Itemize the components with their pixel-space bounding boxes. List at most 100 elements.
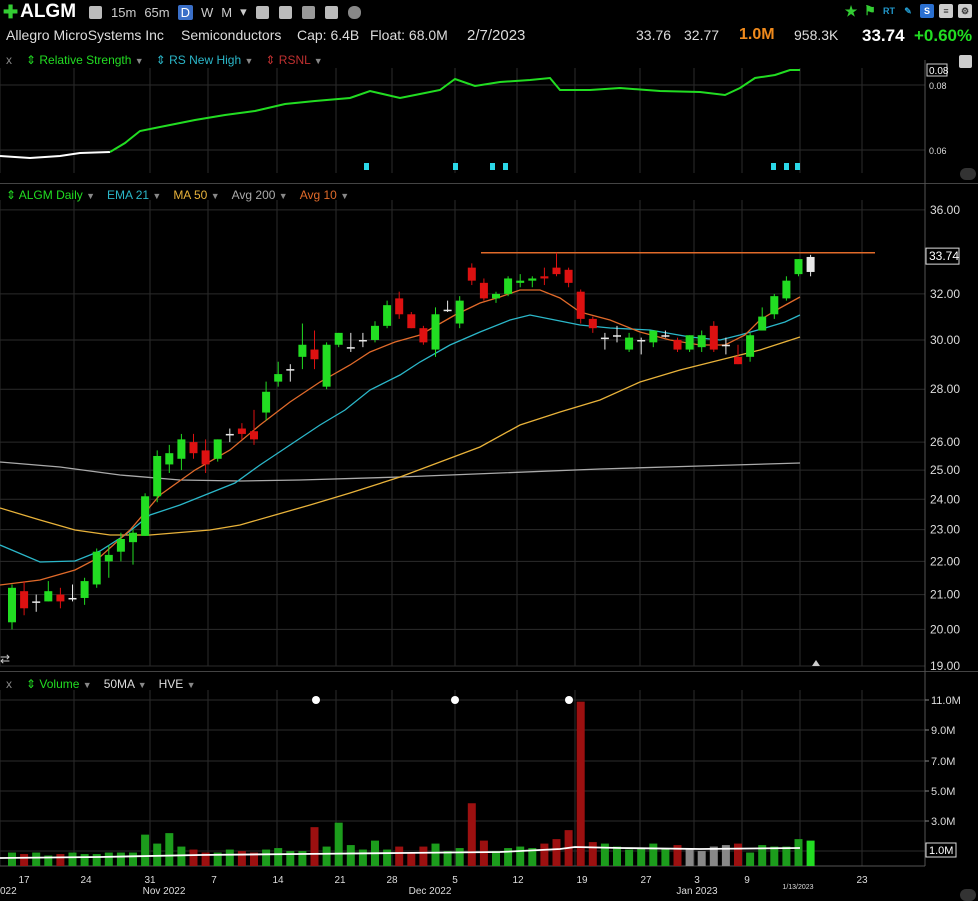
refresh-icon[interactable]: ⇄ [0,652,11,666]
share-icon[interactable] [347,5,361,19]
pencil-icon[interactable] [301,5,315,19]
news-icon[interactable]: ≡ [939,4,953,18]
add-icon[interactable]: ✚ [3,1,19,22]
volume-bar [467,803,476,866]
candle-body [528,278,537,281]
volume-item[interactable]: ⇕ Volume ▼ [26,677,92,691]
price-item-avg200[interactable]: Avg 200 ▼ [231,188,288,202]
candle-body [758,316,767,331]
volume-bar [419,846,428,866]
volume-bar [383,849,392,866]
layers-icon[interactable] [324,5,338,19]
candle-body [274,374,283,382]
rs-item-new-high[interactable]: ⇕ RS New High ▼ [155,53,254,67]
rs-item-relative-strength[interactable]: ⇕ Relative Strength ▼ [26,53,144,67]
candle-body [806,256,815,272]
volume-bar [262,849,271,866]
scroll-arrow-right[interactable] [960,168,976,180]
rt-icon[interactable]: RT [883,6,895,16]
settings-icon[interactable]: ⚙ [958,4,972,18]
interval-monthly[interactable]: M [221,4,233,20]
pane-settings-icon[interactable] [959,55,972,68]
rs-new-high-marker [784,163,789,170]
rs-new-high-marker [503,163,508,170]
rs-close-button[interactable]: x [6,53,12,67]
candle-body [443,309,452,312]
interval-65m[interactable]: 65m [144,4,170,20]
volume-bar [201,852,210,866]
volume-bar [625,849,634,866]
rs-tick-label: 0.06 [929,146,947,156]
volume-bar [782,846,791,866]
x-axis-label: 27 [640,875,652,886]
chart-style-icon[interactable] [89,5,103,19]
volume-50ma-line [0,846,801,859]
volume-bar [431,843,440,866]
hve-item[interactable]: HVE ▼ [158,677,196,691]
rs-value-badge [926,63,948,77]
candle-body [782,280,791,299]
interval-weekly[interactable]: W [201,4,214,20]
volume-bar [588,842,597,866]
volume-bar [649,843,658,866]
price-tick-label: 25.00 [930,463,960,477]
candle-body [383,305,392,326]
volume-bar [371,840,379,866]
scroll-arrow-right[interactable] [960,889,976,901]
volume-bar [794,839,803,866]
price-tick-label: 24.00 [930,492,960,506]
candle-body [20,591,29,609]
volume-bar [552,839,561,866]
volume-bar [479,840,488,866]
candle-body [479,282,488,299]
candle-body [237,428,246,434]
hve-marker [451,696,459,704]
x-axis-label: 1/13/2023 [782,884,813,891]
rs-item-rsnl[interactable]: ⇕ RSNL ▼ [265,53,323,67]
tc-icon[interactable] [255,5,269,19]
interval-15m[interactable]: 15m [111,4,137,20]
candle-body [358,339,367,342]
volume-bar [20,854,29,866]
scroll-marker [812,660,820,666]
volume-badge-text: 1.0M [929,845,953,857]
volume-bar [116,852,125,866]
candle-body [576,291,585,319]
price-item-daily[interactable]: ⇕ ALGM Daily ▼ [6,188,96,202]
price-item-ma50[interactable]: MA 50 ▼ [173,188,220,202]
price-item-avg10[interactable]: Avg 10 ▼ [299,188,350,202]
symbol-input[interactable]: ALGM [20,1,77,22]
x-axis-label: 12 [512,875,524,886]
volume-bar [237,851,246,866]
price-tick-label: 23.00 [930,523,960,537]
star-icon[interactable]: ★ [844,2,858,19]
volume-close-button[interactable]: x [6,677,12,691]
candle-body [213,439,222,459]
volume-bar [516,846,525,866]
rs-value-badge-text: 0.08 [929,66,949,77]
candle-body [250,431,258,440]
s-icon[interactable]: S [920,4,934,18]
interval-daily[interactable]: D [177,4,194,20]
candle-body [625,337,634,350]
candle-body [395,298,404,315]
rs-new-high-marker [490,163,495,170]
volume-bar [322,846,331,866]
volume-bar [443,851,452,866]
candle-body [177,439,186,459]
percent-change: +0.60% [914,26,973,45]
last-price: 33.74 [862,26,905,45]
candle-body [286,369,295,371]
volume-ma-item[interactable]: 50MA ▼ [103,677,147,691]
grid-icon[interactable] [278,5,292,19]
day-volume: 1.0M [739,26,775,43]
pin-icon[interactable]: ✎ [904,5,912,16]
volume-bar [734,843,742,866]
market-cap: Cap: 6.4B [297,27,360,43]
flag-icon[interactable]: ⚑ [864,3,876,18]
interval-dropdown-icon[interactable]: ▾ [240,4,247,19]
price-item-ema21[interactable]: EMA 21 ▼ [107,188,162,202]
volume-bar [177,846,186,866]
hve-marker [565,696,573,704]
candle-body [68,597,77,600]
